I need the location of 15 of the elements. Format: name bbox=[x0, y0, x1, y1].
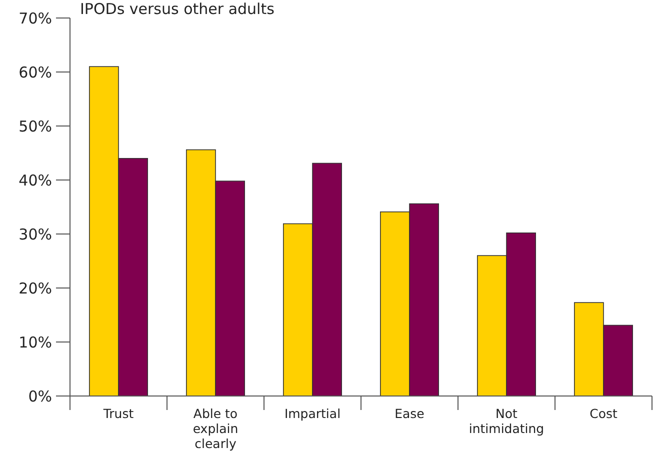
y-tick-label: 40% bbox=[18, 171, 52, 190]
y-tick-label: 20% bbox=[18, 279, 52, 298]
x-tick-label: Able to explain clearly bbox=[192, 406, 238, 451]
y-tick-label: 10% bbox=[18, 333, 52, 352]
y-tick-label: 30% bbox=[18, 225, 52, 244]
x-tick-label: Ease bbox=[394, 406, 425, 421]
x-tick-label: Cost bbox=[590, 406, 618, 421]
x-tick-label: Not intimidating bbox=[468, 406, 544, 436]
y-tick-label: 70% bbox=[18, 9, 52, 28]
x-tick-label: Trust bbox=[102, 406, 134, 421]
x-tick-label: Impartial bbox=[284, 406, 341, 421]
y-tick-label: 0% bbox=[28, 387, 52, 406]
y-tick-label: 50% bbox=[18, 117, 52, 136]
chart-title: IPODs versus other adults bbox=[80, 0, 275, 18]
y-tick-label: 60% bbox=[18, 63, 52, 82]
